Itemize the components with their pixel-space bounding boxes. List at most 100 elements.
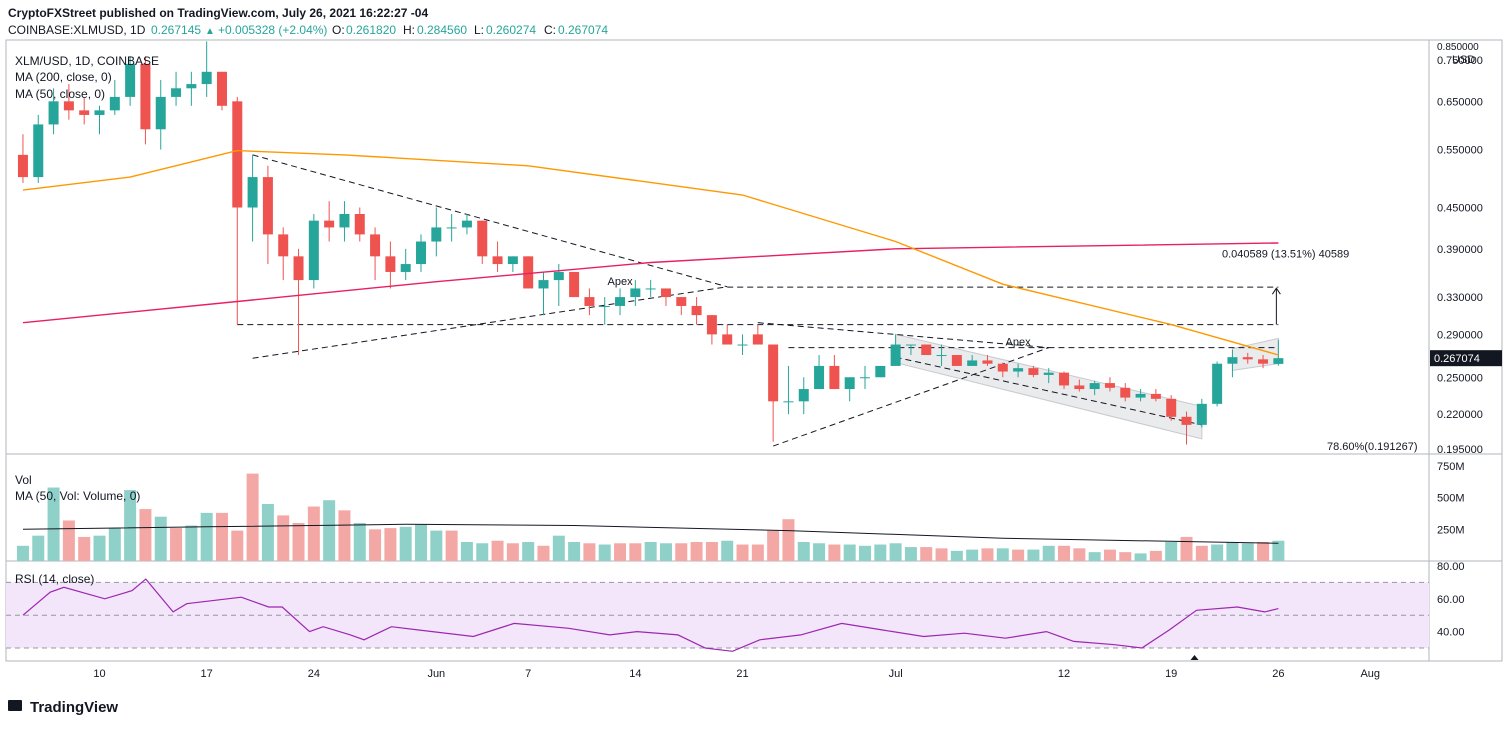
candle-body — [982, 360, 993, 364]
candle — [201, 41, 212, 97]
rsi-band — [6, 581, 1429, 649]
volume-bar — [1088, 552, 1101, 561]
volume-bar — [476, 543, 489, 561]
candle — [155, 79, 166, 150]
candle — [706, 315, 717, 345]
candle — [1013, 363, 1024, 378]
candle-body — [155, 96, 166, 130]
header-change: +0.005328 (+2.04%) — [218, 23, 327, 37]
candle — [829, 355, 840, 390]
volume-bar — [506, 543, 519, 561]
volume-bar — [537, 545, 550, 561]
candle — [507, 256, 518, 272]
measure-arrow-head — [1271, 287, 1281, 295]
candle-body — [278, 234, 289, 257]
legend-vol: Vol — [15, 473, 32, 487]
candle — [278, 227, 289, 281]
volume-ma-line — [22, 523, 1279, 544]
time-tick-label: 7 — [525, 668, 531, 680]
candle — [921, 344, 932, 356]
candle-body — [1181, 416, 1192, 425]
volume-bar — [920, 547, 933, 561]
candle-body — [706, 315, 717, 335]
candle-body — [324, 220, 335, 228]
annotation-label: Apex — [1006, 336, 1032, 348]
candle-body — [1089, 383, 1100, 390]
candle — [63, 84, 74, 120]
candle-body — [125, 63, 136, 97]
candle — [538, 271, 549, 316]
candle — [1120, 383, 1131, 402]
candle-body — [109, 96, 120, 111]
candle-body — [79, 110, 90, 115]
header-low: 0.260274 — [486, 23, 536, 37]
candle — [339, 201, 350, 242]
candle-body — [33, 124, 44, 178]
volume-bars — [16, 473, 1285, 561]
candle-body — [1227, 357, 1238, 364]
price-tick-label: 0.195000 — [1437, 444, 1483, 456]
candle-body — [829, 365, 840, 390]
volume-bar — [215, 512, 228, 561]
candle-body — [768, 344, 779, 402]
candle — [48, 88, 59, 135]
volume-bar — [1241, 543, 1254, 561]
price-axis-unit: USD — [1452, 54, 1475, 66]
candle-body — [660, 288, 671, 298]
candle-body — [1166, 398, 1177, 417]
candle — [446, 214, 457, 242]
tradingview-logo-text: TradingView — [30, 699, 118, 716]
header-open-label: O: — [332, 23, 345, 37]
candle — [400, 248, 411, 281]
candle — [1104, 377, 1115, 392]
volume-bar — [1134, 553, 1147, 561]
candle-body — [676, 297, 687, 306]
candle — [79, 96, 90, 125]
volume-bar — [460, 542, 473, 561]
volume-bar — [996, 548, 1009, 561]
candle — [768, 344, 779, 442]
volume-bar — [1042, 545, 1055, 561]
candle-body — [905, 344, 916, 346]
volume-bar — [705, 542, 718, 561]
candle — [370, 227, 381, 281]
volume-bar — [721, 540, 734, 561]
volume-bar — [1272, 540, 1285, 561]
header-high: 0.284560 — [417, 23, 467, 37]
candle — [798, 377, 809, 415]
candle — [1043, 368, 1054, 384]
volume-bar — [170, 528, 183, 561]
price-tick-label: 0.220000 — [1437, 409, 1483, 421]
candle — [1181, 411, 1192, 445]
candle-body — [1273, 358, 1284, 364]
price-tick-label: 0.550000 — [1437, 145, 1483, 157]
candle-body — [140, 63, 151, 130]
volume-tick-label: 750M — [1437, 461, 1465, 473]
volume-bar — [767, 530, 780, 561]
publisher-line: CryptoFXStreet published on TradingView.… — [8, 6, 428, 20]
volume-bar — [629, 543, 642, 561]
candle-body — [354, 214, 365, 235]
volume-bar — [1119, 552, 1132, 561]
time-tick-label: Aug — [1360, 668, 1380, 680]
candle-body — [936, 355, 947, 357]
candle — [691, 297, 702, 325]
header-high-label: H: — [403, 23, 415, 37]
time-tick-label: 12 — [1058, 668, 1070, 680]
volume-bar — [568, 542, 581, 561]
volume-bar — [935, 548, 948, 561]
ma50-line — [22, 149, 1279, 356]
candle-body — [553, 271, 564, 281]
candle — [461, 214, 472, 235]
time-tick-label: 19 — [1165, 668, 1177, 680]
candle-body — [63, 101, 74, 111]
candle-body — [1242, 357, 1253, 360]
volume-bar — [231, 530, 244, 561]
header-open: 0.261820 — [346, 23, 396, 37]
candle-body — [1013, 368, 1024, 372]
volume-bar — [124, 490, 137, 561]
candle-body — [569, 271, 580, 298]
rsi-tick-label: 60.00 — [1437, 594, 1465, 606]
candle — [492, 241, 503, 272]
volume-bar — [384, 528, 397, 561]
